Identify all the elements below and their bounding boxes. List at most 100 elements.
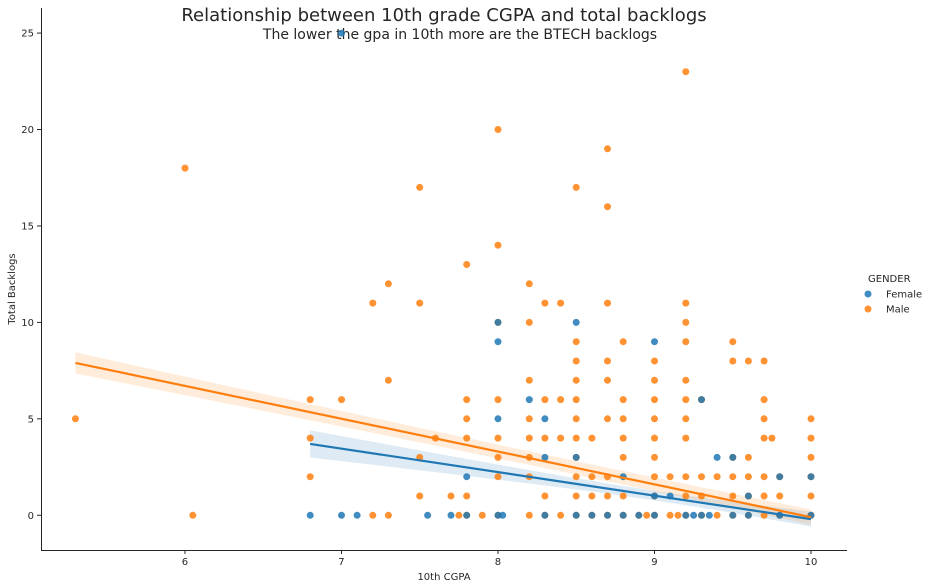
data-point-male [651,396,658,404]
data-point-male [760,415,768,423]
data-point-male [619,338,627,346]
data-point-male [651,415,658,423]
data-point-female [705,511,713,519]
y-ticks: 0 5 10 15 20 25 [21,29,41,522]
data-point-male [760,434,768,442]
data-point-male [572,492,580,500]
data-point-male [463,396,471,404]
legend-marker-male [864,305,872,313]
x-tick-label: 6 [182,557,188,568]
data-point-female [572,318,580,326]
data-point-male [306,396,314,404]
data-point-male [604,299,611,307]
data-point-male [729,338,737,346]
data-point-female [494,338,502,346]
data-point-female [463,473,471,481]
data-point-male [494,126,502,133]
data-point-male [729,473,737,481]
data-point-male [71,415,79,423]
regression-lines [75,361,812,521]
data-point-female [604,511,611,519]
data-point-male [369,511,377,519]
data-point-female [572,511,580,519]
data-point-female [588,511,596,519]
data-point-female [807,473,815,481]
x-tick-label: 10 [805,557,818,568]
data-point-female [494,415,502,423]
data-point-male [807,492,815,500]
data-point-female [463,511,471,519]
data-point-male [619,434,627,442]
data-point-male [604,492,611,500]
data-point-male [557,299,565,307]
data-point-male [416,299,424,307]
data-point-male [682,299,690,307]
data-point-male [541,396,549,404]
data-point-male [572,473,580,481]
data-point-male [447,492,455,500]
data-point-male [619,453,627,461]
data-point-male [525,280,533,288]
data-point-female [729,511,737,519]
data-point-female [682,511,690,519]
data-point-female [338,511,345,519]
data-point-male [525,376,533,384]
data-point-female [541,511,549,519]
data-point-male [807,453,815,461]
data-point-male [541,299,549,307]
data-point-female [306,511,314,519]
x-ticks: 6 7 8 9 10 [182,550,818,568]
x-tick-label: 8 [495,557,501,568]
data-point-male [572,338,580,346]
data-point-male [588,492,596,500]
y-tick-label: 5 [28,414,34,425]
data-point-male [604,415,611,423]
data-point-female [776,473,784,481]
data-point-male [682,434,690,442]
data-point-male [525,318,533,326]
data-point-male [604,357,611,365]
data-point-male [572,396,580,404]
data-point-male [494,453,502,461]
data-point-male [682,396,690,404]
data-point-male [674,511,682,519]
data-point-male [604,203,611,211]
legend-label-male: Male [886,305,910,316]
legend-title: GENDER [868,274,911,285]
data-point-male [729,492,737,500]
y-tick-label: 20 [21,125,34,136]
data-point-male [384,376,392,384]
data-point-male [760,357,768,365]
data-point-male [651,453,658,461]
confidence-band-female [310,430,811,527]
data-point-female [494,318,502,326]
data-point-female [499,511,507,519]
data-point-male [463,492,471,500]
data-point-female [635,511,643,519]
data-point-male [713,473,721,481]
data-point-male [572,415,580,423]
data-point-male [416,183,424,191]
data-point-male [682,68,690,76]
data-point-male [557,434,565,442]
y-tick-label: 15 [21,221,34,232]
regression-line-male [75,361,812,519]
data-point-male [643,511,651,519]
data-point-female [619,511,627,519]
data-point-male [776,492,784,500]
data-point-female [572,453,580,461]
y-tick-label: 25 [21,29,34,40]
data-point-male [541,492,549,500]
regression-line-female [310,442,812,521]
data-point-male [525,434,533,442]
chart-title: Relationship between 10th grade CGPA and… [181,5,706,26]
data-point-female [698,511,705,519]
data-point-female [651,338,658,346]
data-point-male [306,434,314,442]
data-point-male [557,396,565,404]
data-point-male [572,183,580,191]
data-point-male [463,415,471,423]
y-tick-label: 10 [21,318,34,329]
data-point-male [525,511,533,519]
